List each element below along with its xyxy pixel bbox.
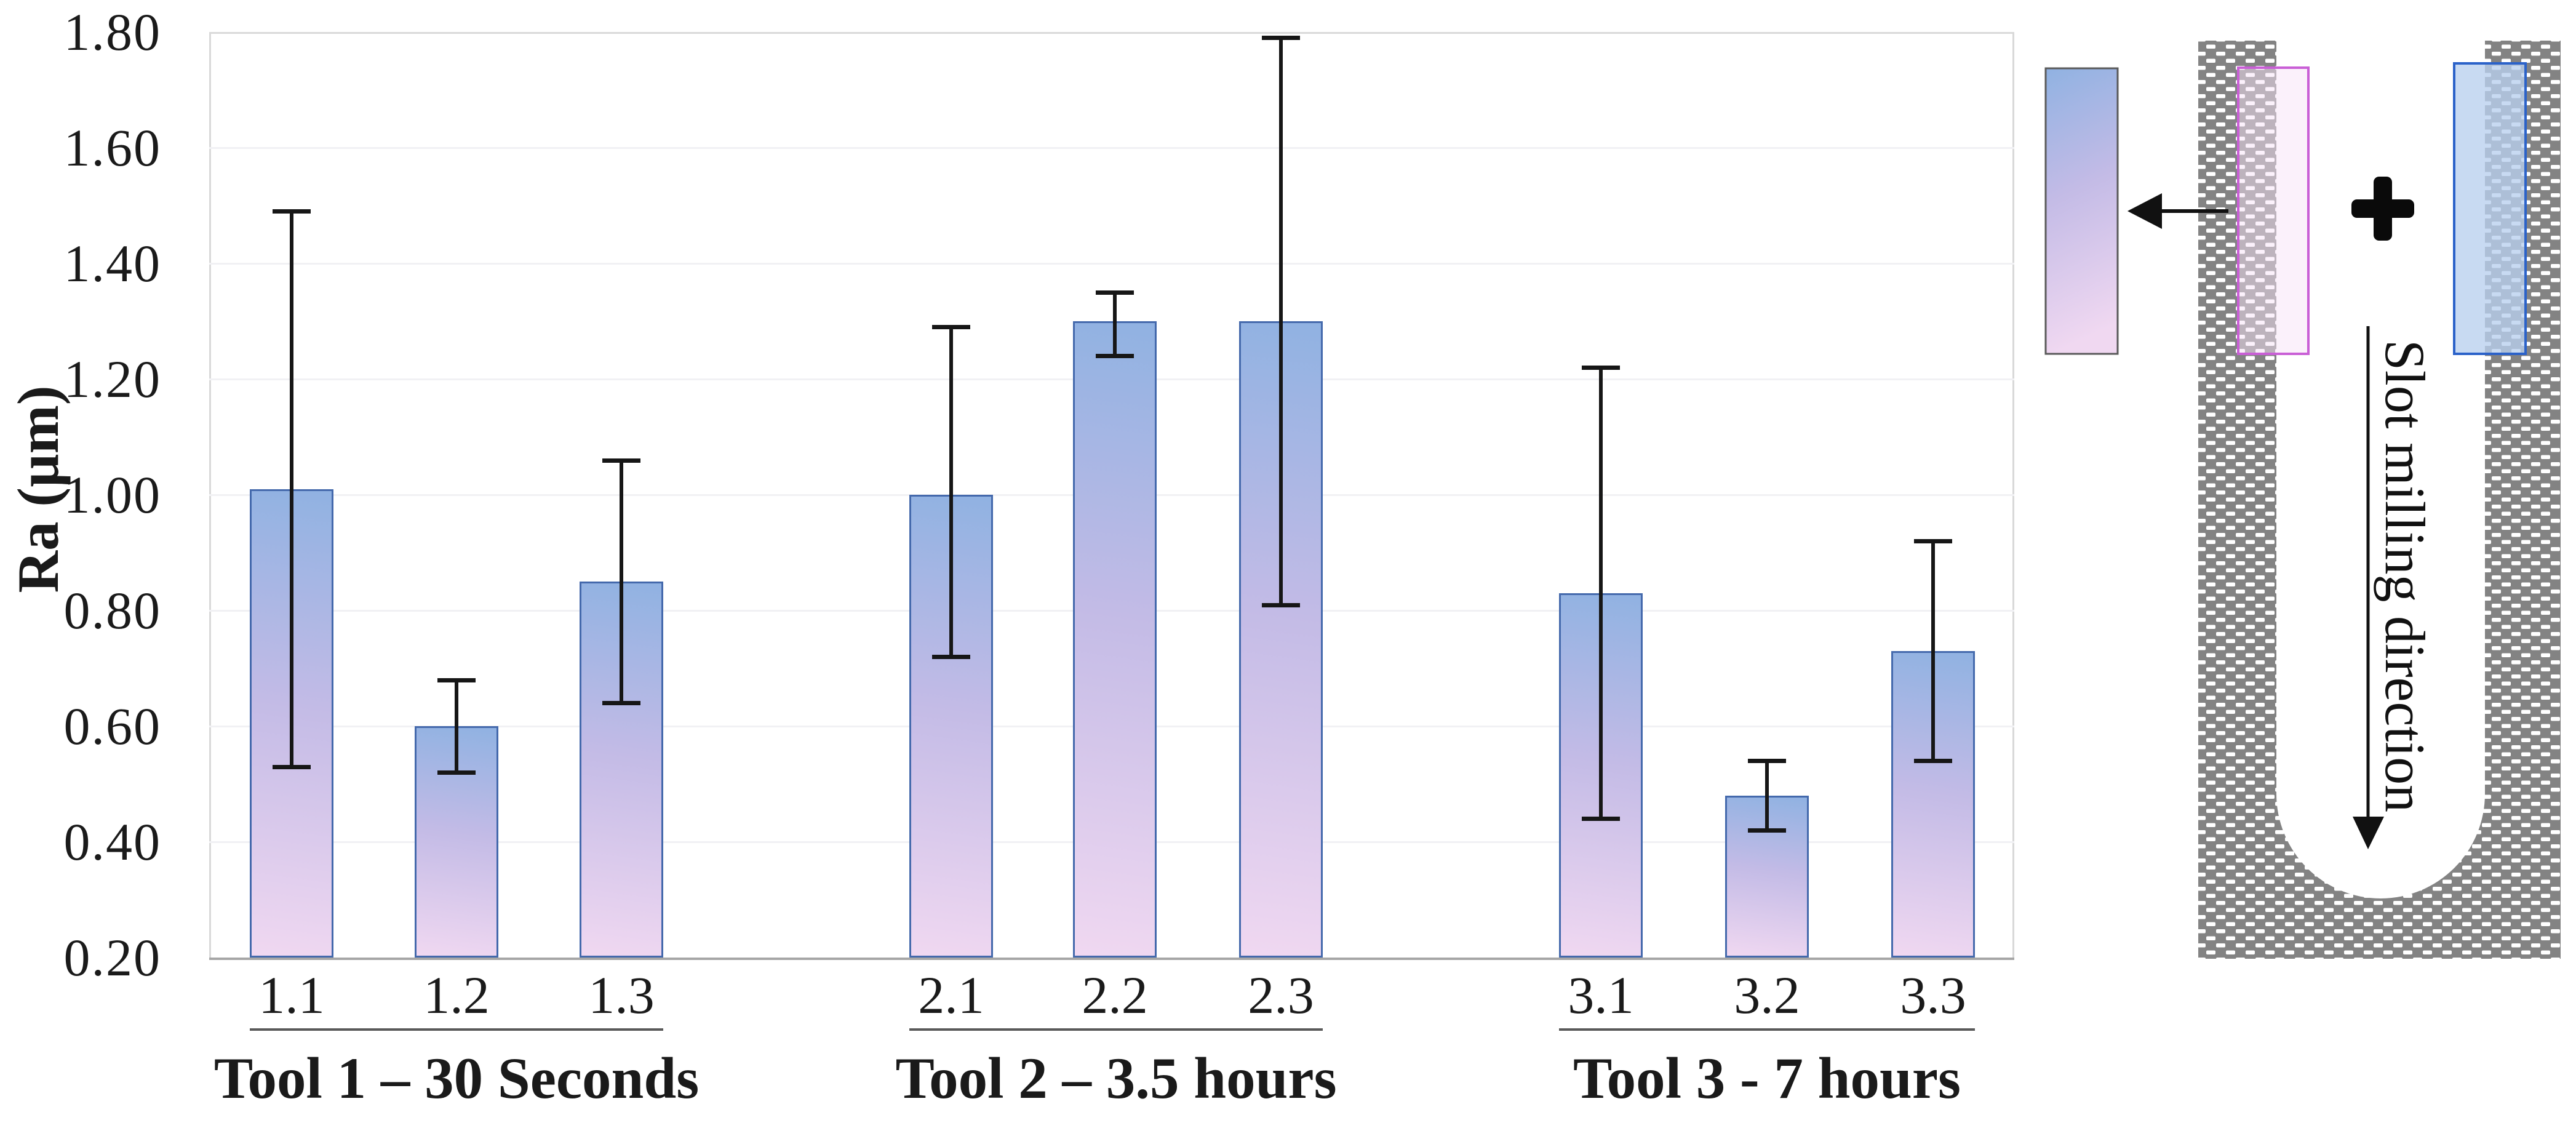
x-tick-3.2: 3.2 (1734, 966, 1800, 1025)
x-tick-1.3: 1.3 (588, 966, 655, 1025)
bar-2.2 (1073, 321, 1157, 958)
slot-milling-direction-label: Slot milling direction (2374, 340, 2436, 812)
error-cap-high-3.3 (1914, 539, 1952, 544)
error-cap-low-1.1 (273, 764, 311, 769)
x-tick-2.2: 2.2 (1082, 966, 1148, 1025)
x-tick-3.3: 3.3 (1900, 966, 1966, 1025)
group-title-2: Tool 2 – 3.5 hours (895, 1046, 1337, 1111)
group-title-3: Tool 3 - 7 hours (1573, 1046, 1961, 1111)
group-title-1: Tool 1 – 30 Seconds (213, 1046, 700, 1111)
error-cap-high-3.2 (1748, 759, 1786, 764)
y-tick-1.00: 1.00 (63, 465, 161, 524)
error-cap-high-2.3 (1262, 36, 1300, 41)
machined-surface-bar (2044, 67, 2119, 355)
error-cap-low-3.2 (1748, 828, 1786, 833)
group-underline-1 (250, 1028, 663, 1031)
error-cap-low-2.3 (1262, 602, 1300, 607)
y-tick-1.40: 1.40 (63, 234, 161, 293)
error-cap-high-1.2 (437, 678, 476, 682)
error-bar-3.1 (1599, 367, 1603, 819)
group-underline-3 (1559, 1028, 1975, 1031)
error-cap-low-1.2 (437, 770, 476, 775)
x-tick-1.1: 1.1 (258, 966, 325, 1025)
error-cap-high-1.3 (602, 458, 640, 463)
y-tick-1.20: 1.20 (63, 350, 161, 409)
slot-milling-diagram: Slot milling direction (2044, 41, 2561, 959)
y-tick-0.40: 0.40 (63, 812, 161, 871)
error-bar-1.3 (620, 460, 623, 703)
y-tick-1.80: 1.80 (63, 2, 161, 62)
error-bar-2.1 (949, 327, 953, 657)
y-tick-1.60: 1.60 (63, 118, 161, 177)
left-arrow-head-icon (2127, 193, 2162, 229)
gridline-1.60 (209, 147, 2014, 149)
error-cap-high-2.2 (1096, 290, 1134, 295)
error-cap-low-3.1 (1582, 817, 1620, 822)
error-cap-low-2.2 (1096, 354, 1134, 359)
error-cap-high-2.1 (932, 325, 970, 330)
error-cap-low-2.1 (932, 655, 970, 660)
x-tick-1.2: 1.2 (423, 966, 490, 1025)
x-axis-line (209, 958, 2014, 960)
error-bar-1.1 (290, 211, 293, 767)
x-tick-2.3: 2.3 (1248, 966, 1314, 1025)
down-arrow-head-icon (2353, 817, 2384, 849)
error-cap-high-3.1 (1582, 366, 1620, 370)
tool-mark-pink-rect (2237, 66, 2310, 355)
tool-mark-blue-rect (2453, 62, 2527, 355)
error-bar-1.2 (455, 679, 458, 773)
y-tick-0.20: 0.20 (63, 928, 161, 987)
error-bar-2.3 (1279, 38, 1283, 605)
error-bar-3.2 (1765, 761, 1769, 831)
error-bar-3.3 (1931, 541, 1935, 761)
x-tick-2.1: 2.1 (918, 966, 984, 1025)
y-tick-0.80: 0.80 (63, 581, 161, 640)
error-cap-low-1.3 (602, 701, 640, 706)
group-underline-2 (909, 1028, 1323, 1031)
x-tick-3.1: 3.1 (1568, 966, 1634, 1025)
plus-icon (2351, 177, 2414, 241)
error-cap-high-1.1 (273, 209, 311, 214)
gridline-1.40 (209, 263, 2014, 265)
error-bar-2.2 (1113, 292, 1117, 356)
error-cap-low-3.3 (1914, 759, 1952, 764)
y-tick-0.60: 0.60 (63, 697, 161, 756)
